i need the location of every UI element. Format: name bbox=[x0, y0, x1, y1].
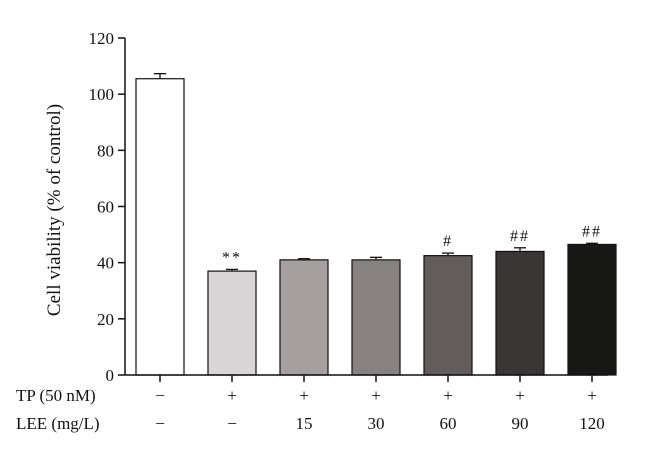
row-2-cell-3: 15 bbox=[296, 414, 313, 433]
row-1-cell-1: − bbox=[155, 386, 165, 405]
row-1-cell-4: + bbox=[371, 386, 381, 405]
y-axis: 0 20 40 60 80 100 120 bbox=[89, 29, 126, 385]
y-tick-label-20: 20 bbox=[97, 310, 114, 329]
x-axis bbox=[125, 374, 608, 382]
bars-group: **# ## ## bbox=[135, 73, 617, 376]
row-2-cell-5: 60 bbox=[440, 414, 457, 433]
bar-1 bbox=[135, 78, 185, 376]
significance-label-5: # bbox=[443, 233, 453, 250]
y-axis-title: Cell viability (% of control) bbox=[44, 104, 65, 316]
row-label-2: LEE (mg/L) bbox=[16, 414, 100, 433]
y-tick-label-80: 80 bbox=[97, 141, 114, 160]
treatment-table: TP (50 nM) − + + + + + + LEE (mg/L) − − 15 30 60 90 120 bbox=[16, 386, 605, 433]
y-tick-label-0: 0 bbox=[106, 366, 115, 385]
row-2-cell-4: 30 bbox=[368, 414, 385, 433]
row-2-cell-6: 90 bbox=[512, 414, 529, 433]
bar-5 bbox=[423, 255, 473, 376]
row-2-cell-2: − bbox=[227, 414, 237, 433]
bar-3 bbox=[279, 259, 329, 376]
row-1-cell-7: + bbox=[587, 386, 597, 405]
y-tick-label-100: 100 bbox=[89, 85, 115, 104]
row-1-cell-3: + bbox=[299, 386, 309, 405]
bar-4 bbox=[351, 259, 401, 376]
bar-2 bbox=[207, 270, 257, 376]
y-tick-label-120: 120 bbox=[89, 29, 115, 48]
row-2-cell-7: 120 bbox=[579, 414, 605, 433]
row-label-1: TP (50 nM) bbox=[16, 386, 96, 405]
row-2-cell-1: − bbox=[155, 414, 165, 433]
significance-label-7: ## bbox=[582, 223, 602, 240]
bar-7 bbox=[567, 243, 617, 376]
y-tick-label-40: 40 bbox=[97, 254, 114, 273]
row-1-cell-6: + bbox=[515, 386, 525, 405]
row-1-cell-5: + bbox=[443, 386, 453, 405]
significance-label-2: ** bbox=[222, 249, 242, 266]
significance-label-6: ## bbox=[510, 228, 530, 245]
bar-6 bbox=[495, 250, 545, 376]
y-tick-label-60: 60 bbox=[97, 198, 114, 217]
row-1-cell-2: + bbox=[227, 386, 237, 405]
